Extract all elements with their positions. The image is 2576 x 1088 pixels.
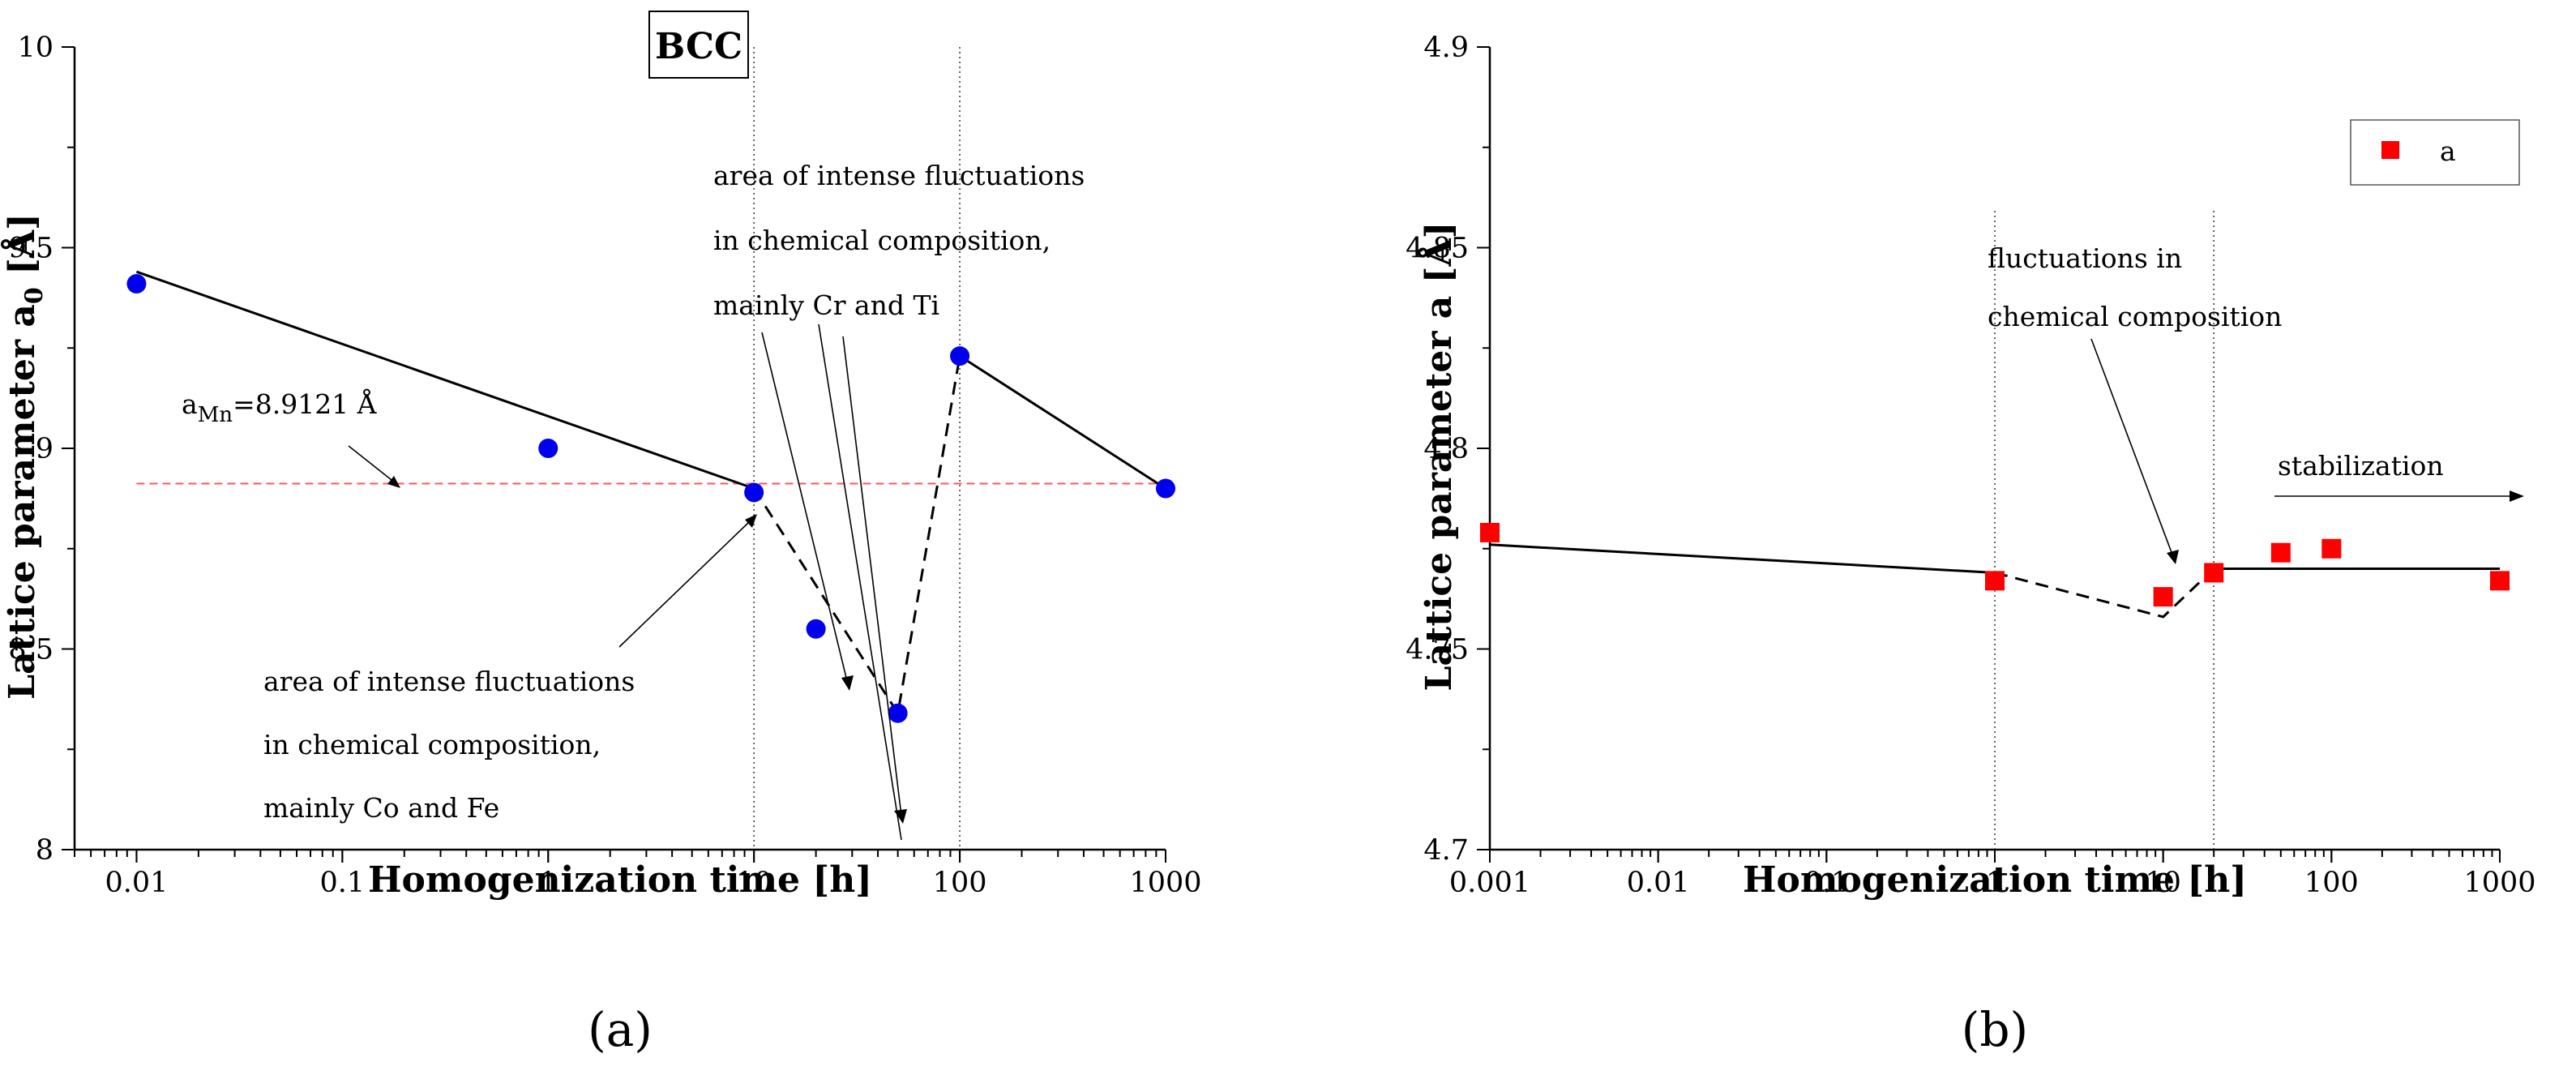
x-tick-label: 0.01	[1627, 867, 1690, 899]
y-axis-title-main: Lattice parameter a [Å]	[1417, 222, 1460, 692]
phase-label-box	[648, 11, 749, 79]
legend-marker	[2381, 141, 2399, 159]
data-point	[538, 439, 558, 458]
data-point	[950, 346, 970, 366]
x-tick-label: 0.001	[1449, 867, 1530, 899]
y-axis-title: Lattice parameter a0 [Å]	[0, 213, 49, 700]
arrow-head	[745, 514, 757, 528]
x-tick-label: 0.01	[105, 867, 168, 899]
data-point	[2270, 542, 2291, 563]
annotation-cr-ti: area of intense fluctuations	[713, 160, 1085, 191]
y-axis-title: Lattice parameter a [Å]	[1417, 222, 1460, 692]
data-point	[2153, 587, 2173, 607]
arrow-head	[841, 675, 854, 691]
annotation-stabilization: stabilization	[2278, 450, 2444, 482]
trend-line-dashed	[752, 355, 961, 717]
y-tick-label: 4.7	[1423, 834, 1469, 867]
panel-label: (b)	[1962, 1002, 2028, 1057]
annotation-cr-ti: in chemical composition,	[713, 225, 1051, 256]
annotation-arrow	[842, 336, 902, 816]
data-point	[2204, 563, 2224, 583]
reference-label-main: a	[182, 388, 198, 420]
x-axis-title: Homogenization time [h]	[1743, 859, 2247, 901]
data-point	[888, 703, 908, 723]
y-tick-label: 4.8	[1423, 433, 1469, 465]
annotation-co-fe: mainly Co and Fe	[263, 792, 499, 824]
reference-line-label: aMn=8.9121 Å	[182, 388, 378, 427]
annotation-fluctuations: fluctuations in	[1988, 242, 2182, 274]
y-axis-title-main: Lattice parameter a	[2, 304, 43, 700]
y-axis-title-subscript: 0	[20, 287, 49, 304]
annotation-arrow	[2090, 338, 2173, 555]
x-tick-label: 10	[736, 867, 772, 899]
x-tick-label: 100	[2304, 867, 2359, 899]
annotation-arrow	[348, 445, 396, 484]
y-tick-label: 9	[36, 433, 53, 465]
arrow-head	[387, 476, 400, 488]
arrow-head	[894, 809, 907, 824]
x-tick-label: 10	[2145, 867, 2181, 899]
phase-label: BCC	[655, 26, 742, 67]
x-tick-label: 0.1	[1804, 867, 1849, 899]
reference-label-subscript: Mn	[198, 403, 233, 427]
trend-line	[959, 354, 1166, 490]
annotation-co-fe: area of intense fluctuations	[263, 666, 635, 697]
y-tick-label: 9.5	[8, 233, 53, 265]
y-tick-label: 4.75	[1406, 634, 1469, 666]
annotation-arrow	[818, 323, 902, 841]
x-tick-label: 1000	[2463, 867, 2535, 899]
x-tick-label: 0.1	[320, 867, 366, 899]
annotation-co-fe: in chemical composition,	[263, 729, 601, 760]
data-point	[744, 482, 764, 503]
y-tick-label: 8.5	[8, 634, 53, 666]
x-tick-label: 1	[539, 867, 557, 899]
data-point	[1985, 571, 2005, 591]
data-point	[126, 274, 147, 294]
y-tick-label: 8	[36, 834, 53, 867]
data-point	[806, 619, 826, 639]
y-tick-label: 4.9	[1423, 32, 1469, 64]
annotation-arrow	[618, 521, 750, 648]
arrow-head	[2167, 550, 2179, 564]
trend-line	[135, 270, 755, 490]
panel-label: (a)	[588, 1002, 653, 1057]
legend-label: a	[2440, 135, 2456, 167]
y-tick-label: 10	[17, 32, 53, 64]
reference-label-value: =8.9121 Å	[233, 388, 378, 420]
legend-box	[2350, 119, 2520, 186]
annotation-fluctuations: chemical composition	[1988, 301, 2282, 332]
x-tick-label: 100	[933, 867, 987, 899]
y-axis-title-unit: [Å]	[0, 213, 43, 287]
annotation-cr-ti: mainly Cr and Ti	[713, 289, 939, 321]
trend-line	[1489, 543, 1996, 574]
data-point	[2321, 538, 2342, 559]
data-point	[2490, 571, 2510, 591]
x-tick-label: 1000	[1129, 867, 1201, 899]
arrow-head	[2510, 490, 2524, 502]
x-axis-title: Homogenization time [h]	[368, 859, 872, 901]
y-tick-label: 4.85	[1406, 233, 1469, 265]
annotation-arrow	[761, 332, 848, 682]
data-point	[1480, 522, 1500, 542]
data-point	[1156, 478, 1175, 499]
x-tick-label: 1	[1986, 867, 2004, 899]
trend-line-dashed	[1994, 568, 2215, 619]
